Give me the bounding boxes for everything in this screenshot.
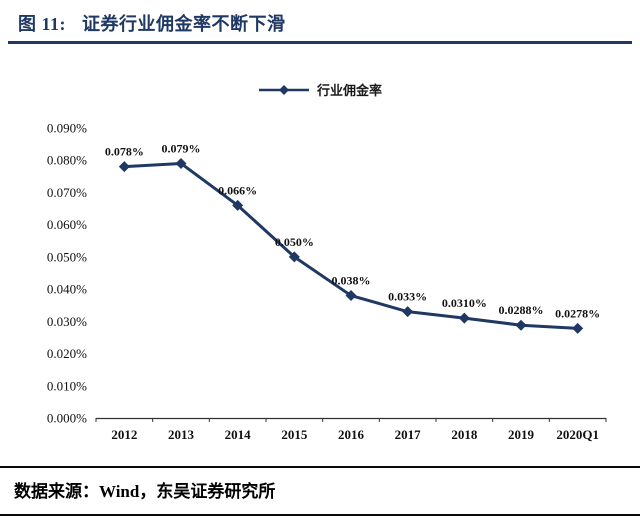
x-axis-category-label: 2016 [338,427,365,442]
x-axis-category-label: 2019 [508,427,535,442]
x-axis-category-label: 2014 [225,427,252,442]
commission-rate-line-chart: 0.000% 0.010% 0.020% 0.030% 0.040% 0.050% 0.06… [47,121,607,442]
figure-number: 图 11: [18,14,67,34]
data-point-diamond-marker [288,251,300,263]
figure-title-text: 证券行业佣金率不断下滑 [82,14,286,34]
legend-label: 行业佣金率 [316,83,382,98]
data-point-diamond-marker [572,322,584,334]
data-point-value-label: 0.066% [218,183,257,197]
x-axis-category-label: 2018 [451,427,478,442]
x-axis-category-label: 2017 [395,427,422,442]
data-point-diamond-marker [232,199,244,211]
data-point-value-label: 0.0278% [555,306,600,320]
data-point-diamond-marker [402,306,414,318]
y-axis-tick-label: 0.060% [47,217,87,232]
x-axis-category-label: 2020Q1 [556,427,599,442]
footer-divider-bottom [0,514,640,516]
x-axis-category-label: 2013 [168,427,195,442]
data-point-diamond-marker [175,157,187,169]
y-axis-tick-label: 0.030% [47,314,87,329]
data-point-value-label: 0.079% [162,141,201,155]
footer-divider-top [0,466,640,468]
y-axis-tick-label: 0.000% [47,411,87,426]
figure-title: 图 11: 证券行业佣金率不断下滑 [18,10,286,36]
data-point-value-label: 0.078% [105,145,144,159]
x-axis-category-label: 2015 [281,427,308,442]
data-point-value-label: 0.038% [332,274,371,288]
y-axis-tick-label: 0.070% [47,185,87,200]
data-point-diamond-marker [458,312,470,324]
data-point-value-label: 0.0310% [442,296,487,310]
data-source-text: 数据来源：Wind，东吴证券研究所 [14,482,276,501]
chart-legend: 行业佣金率 [0,80,640,99]
x-axis-category-label: 2012 [111,427,137,442]
data-point-value-label: 0.0288% [499,303,544,317]
y-axis-tick-label: 0.020% [47,346,87,361]
y-axis-tick-label: 0.050% [47,249,87,264]
y-axis-tick-label: 0.080% [47,153,87,168]
data-point-diamond-marker [118,161,130,173]
legend-line-marker-icon [258,84,309,95]
y-axis-tick-label: 0.090% [47,121,87,136]
data-point-diamond-marker [345,290,357,302]
y-axis-tick-label: 0.040% [47,282,87,297]
data-point-value-label: 0.050% [275,235,314,249]
y-axis-tick-label: 0.010% [47,378,87,393]
title-underline [8,41,632,44]
data-point-diamond-marker [515,319,527,331]
data-point-value-label: 0.033% [388,290,427,304]
